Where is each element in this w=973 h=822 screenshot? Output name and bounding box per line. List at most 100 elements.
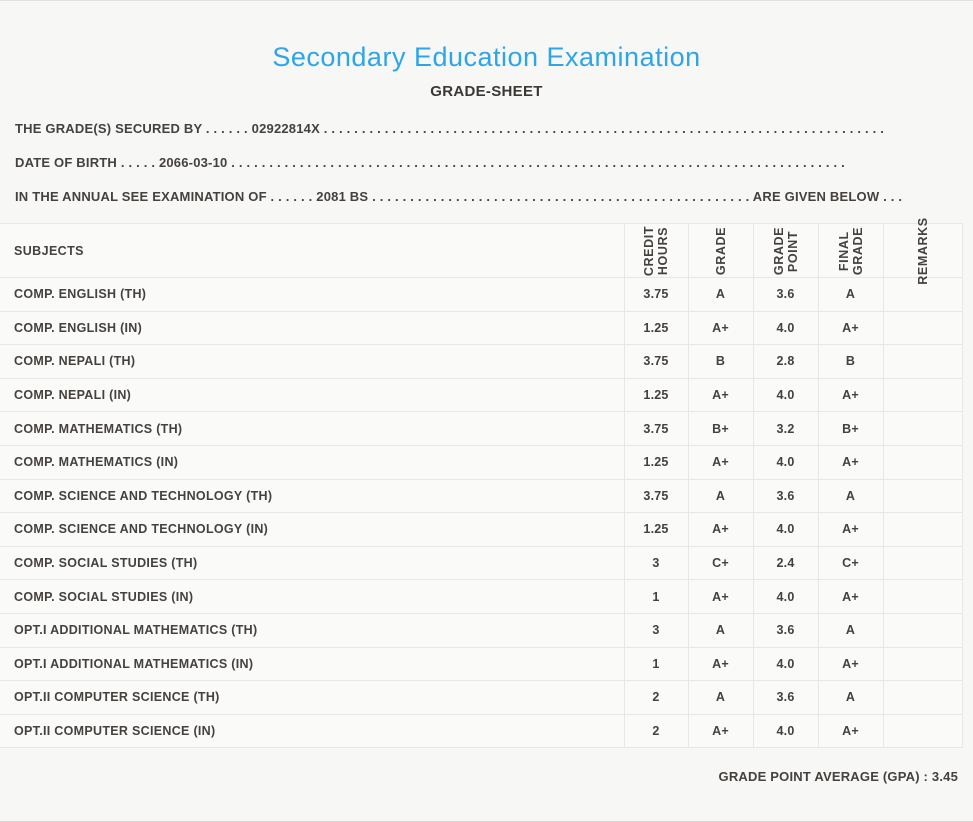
credit-hours-cell: 1.25 [623, 310, 688, 346]
grade-point-cell: 4.0 [752, 713, 818, 749]
subject-cell: COMP. ENGLISH (TH) [0, 277, 624, 312]
final-grade-cell: A+ [817, 713, 883, 749]
table-row: OPT.I ADDITIONAL MATHEMATICS (IN) 1 A+ 4.0 A… [0, 646, 963, 682]
final-grade-cell: C+ [817, 545, 883, 581]
grade-point-cell: 3.2 [752, 411, 818, 446]
credit-hours-cell: 1 [623, 646, 688, 682]
grade-point-cell: 2.8 [752, 344, 818, 379]
gpa-summary: GRADE POINT AVERAGE (GPA) : 3.45 [718, 769, 958, 785]
grade-cell: C+ [687, 545, 753, 581]
table-row: OPT.I ADDITIONAL MATHEMATICS (TH) 3 A 3.6 A [0, 612, 963, 648]
grade-point-cell: 3.6 [752, 478, 818, 514]
subject-cell: COMP. ENGLISH (IN) [0, 310, 624, 346]
table-row: COMP. SOCIAL STUDIES (TH) 3 C+ 2.4 C+ [0, 545, 963, 581]
credit-hours-cell: 1.25 [623, 512, 688, 547]
grade-sheet-heading: GRADE-SHEET [430, 83, 543, 100]
grade-point-cell: 4.0 [752, 444, 818, 480]
subject-cell: COMP. MATHEMATICS (TH) [0, 411, 624, 446]
candidate-info: THE GRADE(S) SECURED BY . . . . . . 0292… [15, 121, 973, 205]
final-grade-cell: A+ [817, 377, 883, 413]
credit-hours-label: CREDIT HOURS [642, 225, 670, 276]
final-grade-label: FINAL GRADE [836, 226, 865, 275]
remarks-label: REMARKS [915, 216, 930, 285]
table-row: OPT.II COMPUTER SCIENCE (IN) 2 A+ 4.0 A+ [0, 713, 963, 749]
column-header-subjects: SUBJECTS [0, 223, 624, 278]
subject-cell: COMP. NEPALI (TH) [0, 344, 624, 379]
column-header-remarks: REMARKS [882, 217, 963, 284]
remarks-cell [882, 612, 963, 648]
column-header-grade: GRADE [687, 223, 753, 278]
grade-cell: A+ [687, 444, 753, 480]
final-grade-cell: A [817, 478, 883, 514]
grade-point-cell: 3.6 [752, 277, 818, 312]
remarks-cell [882, 579, 963, 614]
page-title: Secondary Education Examination [272, 42, 701, 72]
grade-cell: A+ [687, 377, 753, 413]
table-row: OPT.II COMPUTER SCIENCE (TH) 2 A 3.6 A [0, 680, 963, 715]
table-row: COMP. ENGLISH (TH) 3.75 A 3.6 A [0, 277, 963, 312]
final-grade-cell: A+ [817, 310, 883, 346]
grade-point-cell: 4.0 [752, 579, 818, 614]
grade-cell: A+ [687, 579, 753, 614]
table-row: COMP. SCIENCE AND TECHNOLOGY (IN) 1.25 A+ 4… [0, 512, 963, 547]
credit-hours-cell: 3.75 [623, 411, 688, 446]
grade-cell: A [687, 478, 753, 514]
credit-hours-cell: 3 [623, 612, 688, 648]
grade-point-cell: 4.0 [752, 377, 818, 413]
subject-cell: OPT.I ADDITIONAL MATHEMATICS (TH) [0, 612, 624, 648]
grade-cell: A+ [687, 646, 753, 682]
table-row: COMP. MATHEMATICS (IN) 1.25 A+ 4.0 A+ [0, 444, 963, 480]
grade-cell: A+ [687, 310, 753, 346]
remarks-cell [882, 310, 963, 346]
subject-cell: OPT.I ADDITIONAL MATHEMATICS (IN) [0, 646, 624, 682]
date-of-birth-line: DATE OF BIRTH . . . . . 2066-03-10 . . .… [15, 155, 845, 170]
remarks-cell [882, 377, 963, 413]
final-grade-cell: B+ [817, 411, 883, 446]
final-grade-cell: A [817, 277, 883, 312]
grade-point-cell: 4.0 [752, 646, 818, 682]
exam-year-line: IN THE ANNUAL SEE EXAMINATION OF . . . .… [15, 189, 903, 204]
grade-point-cell: 3.6 [752, 612, 818, 648]
secured-by-line: THE GRADE(S) SECURED BY . . . . . . 0292… [15, 121, 885, 136]
subject-cell: OPT.II COMPUTER SCIENCE (TH) [0, 680, 624, 715]
grade-point-cell: 3.6 [752, 680, 818, 715]
final-grade-cell: A+ [817, 444, 883, 480]
column-header-grade-point: GRADE POINT [752, 223, 818, 278]
subject-cell: COMP. MATHEMATICS (IN) [0, 444, 624, 480]
subject-cell: COMP. SCIENCE AND TECHNOLOGY (IN) [0, 512, 624, 547]
table-row: COMP. ENGLISH (IN) 1.25 A+ 4.0 A+ [0, 310, 963, 346]
final-grade-cell: A+ [817, 579, 883, 614]
credit-hours-cell: 1.25 [623, 377, 688, 413]
credit-hours-cell: 3.75 [623, 478, 688, 514]
table-row: COMP. SCIENCE AND TECHNOLOGY (TH) 3.75 A 3.… [0, 478, 963, 514]
credit-hours-cell: 1.25 [623, 444, 688, 480]
remarks-cell [882, 512, 963, 547]
grade-point-label: GRADE POINT [771, 226, 800, 275]
grade-cell: A [687, 680, 753, 715]
final-grade-cell: A+ [817, 512, 883, 547]
final-grade-cell: A+ [817, 646, 883, 682]
grade-cell: B [687, 344, 753, 379]
credit-hours-cell: 1 [623, 579, 688, 614]
remarks-cell [882, 277, 963, 312]
grade-point-cell: 2.4 [752, 545, 818, 581]
table-row: COMP. NEPALI (IN) 1.25 A+ 4.0 A+ [0, 377, 963, 413]
remarks-cell [882, 545, 963, 581]
credit-hours-cell: 2 [623, 680, 688, 715]
column-header-final-grade: FINAL GRADE [817, 223, 883, 278]
final-grade-cell: A [817, 612, 883, 648]
remarks-cell [882, 411, 963, 446]
table-row: COMP. MATHEMATICS (TH) 3.75 B+ 3.2 B+ [0, 411, 963, 446]
final-grade-cell: A [817, 680, 883, 715]
credit-hours-cell: 3 [623, 545, 688, 581]
grade-label: GRADE [713, 226, 728, 275]
subject-cell: OPT.II COMPUTER SCIENCE (IN) [0, 713, 624, 749]
subject-cell: COMP. SOCIAL STUDIES (TH) [0, 545, 624, 581]
table-row: COMP. SOCIAL STUDIES (IN) 1 A+ 4.0 A+ [0, 579, 963, 614]
remarks-cell [882, 344, 963, 379]
subject-cell: COMP. NEPALI (IN) [0, 377, 624, 413]
grade-point-cell: 4.0 [752, 512, 818, 547]
grades-table: SUBJECTS CREDIT HOURS GRADE GRADE POINT … [0, 217, 963, 749]
header-row: SUBJECTS CREDIT HOURS GRADE GRADE POINT … [0, 217, 963, 284]
